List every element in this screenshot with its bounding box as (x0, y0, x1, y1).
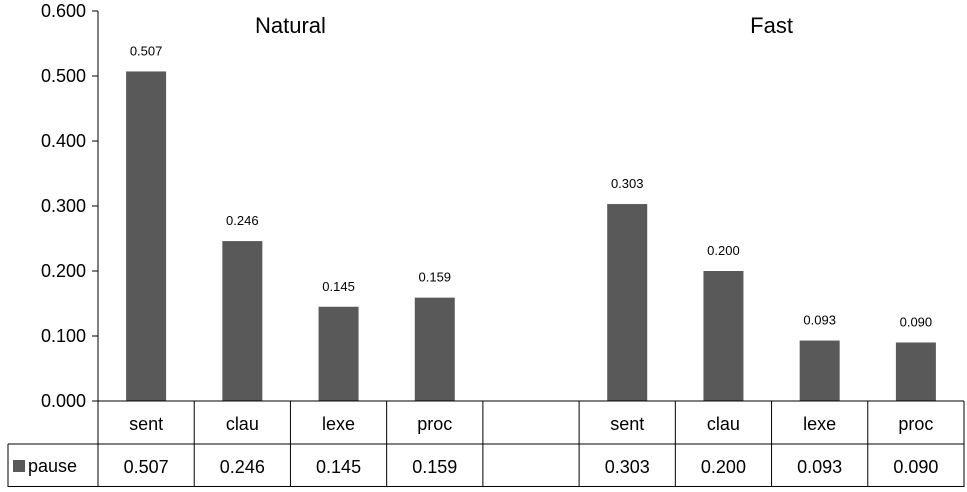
bar-value-label: 0.303 (611, 176, 644, 191)
bar (414, 297, 455, 401)
group-titles: Natural Fast (255, 13, 793, 38)
x-category-label: sent (610, 414, 644, 434)
bar-value-label: 0.159 (419, 270, 452, 285)
data-labels: 0.507 0.246 0.145 0.159 0.303 0.200 0.093 0.090 (130, 43, 932, 329)
bar (607, 204, 648, 401)
legend-label: pause (28, 456, 77, 476)
table-value-cell: 0.090 (893, 457, 938, 477)
group-title: Fast (750, 13, 793, 38)
x-category-label: proc (417, 414, 452, 434)
table-value-cell: 0.159 (412, 457, 457, 477)
bar-value-label: 0.093 (803, 313, 836, 328)
y-tick-label: 0.500 (41, 66, 86, 86)
group-title: Natural (255, 13, 326, 38)
table-value-cell: 0.093 (797, 457, 842, 477)
bar-value-label: 0.507 (130, 43, 163, 58)
bar (703, 271, 744, 401)
data-table: sent 0.507 clau 0.246 lexe 0.145 proc 0.159 sent… (7, 400, 965, 487)
bar-value-label: 0.145 (322, 279, 355, 294)
bar-value-label: 0.246 (226, 213, 259, 228)
y-tick-label: 0.100 (41, 326, 86, 346)
bars (126, 71, 936, 401)
table-value-cell: 0.507 (124, 457, 169, 477)
bar-value-label: 0.200 (707, 243, 740, 258)
bar (895, 342, 936, 401)
x-category-label: clau (707, 414, 740, 434)
x-category-label: proc (898, 414, 933, 434)
y-axis: 0.000 0.100 0.200 0.300 0.400 0.500 0.600 (41, 1, 99, 487)
table-value-cell: 0.303 (605, 457, 650, 477)
x-category-label: lexe (803, 414, 836, 434)
bar (799, 340, 840, 401)
bar (126, 71, 167, 401)
x-category-label: sent (129, 414, 163, 434)
table-value-cell: 0.246 (220, 457, 265, 477)
y-tick-label: 0.300 (41, 196, 86, 216)
x-category-label: lexe (322, 414, 355, 434)
bar-value-label: 0.090 (900, 315, 933, 330)
y-tick-label: 0.600 (41, 1, 86, 21)
y-tick-label: 0.000 (41, 391, 86, 411)
y-tick-label: 0.200 (41, 261, 86, 281)
x-category-label: clau (226, 414, 259, 434)
table-value-cell: 0.145 (316, 457, 361, 477)
y-tick-label: 0.400 (41, 131, 86, 151)
bar (318, 306, 359, 401)
legend-swatch (13, 460, 25, 472)
table-value-cell: 0.200 (701, 457, 746, 477)
bar (222, 241, 263, 401)
